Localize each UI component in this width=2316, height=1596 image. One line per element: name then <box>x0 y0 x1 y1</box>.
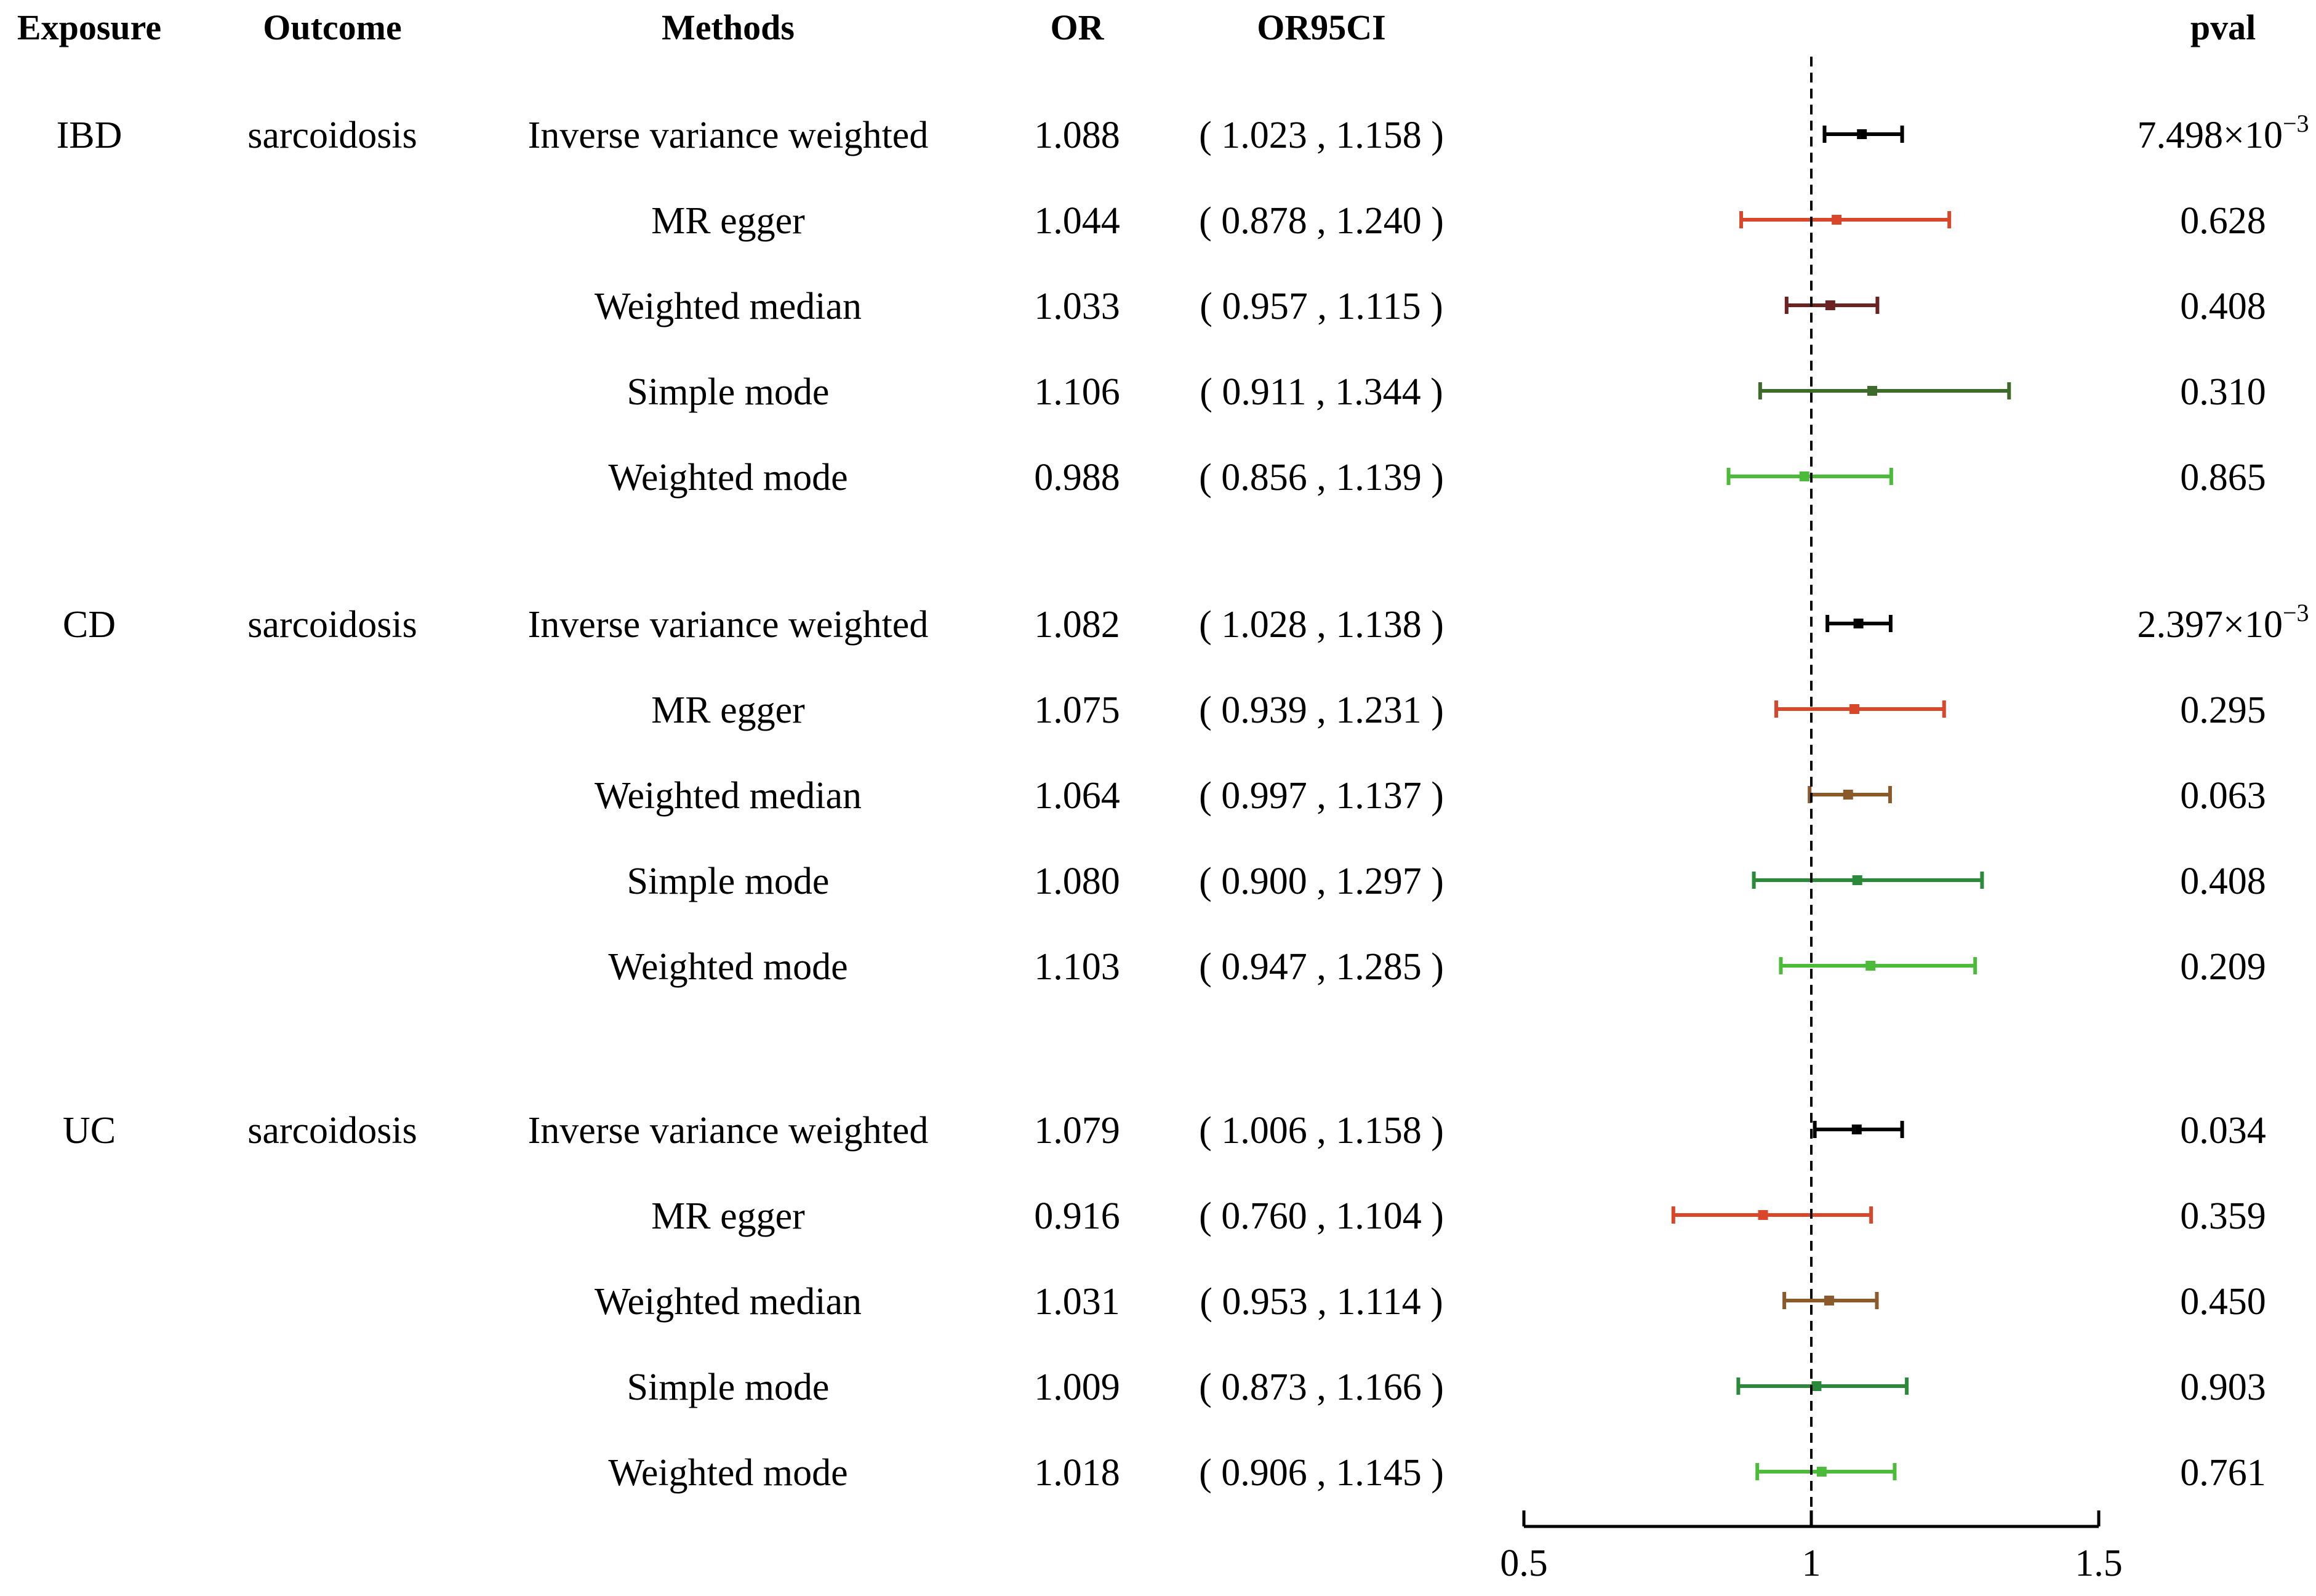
ci-value: ( 0.947 , 1.285 ) <box>1199 946 1444 988</box>
x-tick-label: 1.5 <box>2075 1542 2123 1584</box>
pval-value: 0.903 <box>2180 1366 2266 1408</box>
x-tick-label: 1 <box>1802 1542 1821 1584</box>
pval-base: 2.397×10 <box>2137 604 2282 646</box>
header-methods: Methods <box>662 7 795 47</box>
pval-value: 0.628 <box>2180 200 2266 242</box>
or-value: 1.031 <box>1034 1281 1120 1323</box>
pval-value: 0.063 <box>2180 775 2266 817</box>
header-or: OR <box>1051 7 1105 47</box>
pval-exponent: −3 <box>2283 110 2309 137</box>
or-point <box>1832 215 1842 225</box>
or-point <box>1849 704 1860 714</box>
header-row: Exposure Outcome Methods OR OR95CI pval <box>17 7 2256 47</box>
or-value: 0.988 <box>1034 457 1120 499</box>
or-point <box>1811 1381 1822 1391</box>
ci-value: ( 0.906 , 1.145 ) <box>1199 1452 1444 1494</box>
method-label: Weighted median <box>595 1281 862 1323</box>
method-label: Weighted mode <box>608 1452 847 1494</box>
outcome-label: sarcoidosis <box>247 114 417 156</box>
pval-value: 2.397×10−3 <box>2137 599 2309 646</box>
or-value: 1.075 <box>1034 689 1120 731</box>
pval-exponent: −3 <box>2283 599 2309 627</box>
or-value: 0.916 <box>1034 1195 1120 1237</box>
method-label: MR egger <box>651 689 805 731</box>
or-point <box>1824 1296 1834 1305</box>
method-label: MR egger <box>651 1195 805 1237</box>
exposure-label: UC <box>63 1110 116 1152</box>
or-value: 1.044 <box>1034 200 1120 242</box>
or-point <box>1825 300 1835 310</box>
or-point <box>1852 875 1862 885</box>
ci-value: ( 0.878 , 1.240 ) <box>1199 200 1444 242</box>
pval-value: 0.310 <box>2180 371 2266 413</box>
or-point <box>1816 1467 1827 1477</box>
or-value: 1.079 <box>1034 1110 1120 1152</box>
header-ci: OR95CI <box>1257 7 1385 47</box>
header-pval: pval <box>2190 7 2256 47</box>
pval-value: 7.498×10−3 <box>2137 110 2309 156</box>
exposure-label: IBD <box>57 114 122 156</box>
ci-value: ( 0.939 , 1.231 ) <box>1199 689 1444 731</box>
or-point <box>1867 386 1878 396</box>
or-point <box>1851 1125 1862 1134</box>
method-label: Weighted mode <box>608 457 847 499</box>
or-value: 1.080 <box>1034 860 1120 902</box>
ci-value: ( 1.006 , 1.158 ) <box>1199 1110 1444 1152</box>
header-outcome: Outcome <box>263 7 402 47</box>
x-axis: 0.5 1 1.5 <box>1500 1510 2123 1584</box>
or-value: 1.088 <box>1034 114 1120 156</box>
method-label: Simple mode <box>627 371 830 413</box>
method-label: Inverse variance weighted <box>528 604 929 646</box>
pval-value: 0.034 <box>2180 1110 2266 1152</box>
ci-value: ( 0.760 , 1.104 ) <box>1199 1195 1444 1237</box>
pval-value: 0.209 <box>2180 946 2266 988</box>
or-value: 1.009 <box>1034 1366 1120 1408</box>
or-value: 1.064 <box>1034 775 1120 817</box>
or-point <box>1799 471 1809 481</box>
method-label: Simple mode <box>627 860 830 902</box>
or-point <box>1758 1210 1768 1220</box>
method-label: MR egger <box>651 200 805 242</box>
x-tick-label: 0.5 <box>1500 1542 1548 1584</box>
method-label: Simple mode <box>627 1366 830 1408</box>
pval-value: 0.359 <box>2180 1195 2266 1237</box>
ci-value: ( 0.997 , 1.137 ) <box>1199 775 1444 817</box>
pval-value: 0.295 <box>2180 689 2266 731</box>
or-value: 1.106 <box>1034 371 1120 413</box>
pval-value: 0.761 <box>2180 1452 2266 1494</box>
forest-marks <box>1671 57 2011 1526</box>
outcome-label: sarcoidosis <box>247 1110 417 1152</box>
ci-value: ( 0.856 , 1.139 ) <box>1199 457 1444 499</box>
or-value: 1.082 <box>1034 604 1120 646</box>
or-point <box>1843 790 1853 800</box>
or-point <box>1857 129 1867 139</box>
ci-value: ( 1.028 , 1.138 ) <box>1199 604 1444 646</box>
method-label: Weighted median <box>595 286 862 327</box>
ci-value: ( 0.957 , 1.115 ) <box>1200 286 1443 327</box>
pval-base: 7.498×10 <box>2137 114 2282 156</box>
method-label: Inverse variance weighted <box>528 1110 929 1152</box>
ci-value: ( 1.023 , 1.158 ) <box>1199 114 1444 156</box>
ci-value: ( 0.953 , 1.114 ) <box>1200 1281 1443 1323</box>
method-label: Weighted mode <box>608 946 847 988</box>
ci-value: ( 0.873 , 1.166 ) <box>1199 1366 1444 1408</box>
header-exposure: Exposure <box>17 7 161 47</box>
ci-value: ( 0.900 , 1.297 ) <box>1199 860 1444 902</box>
table-rows: IBD sarcoidosis Inverse variance weighted 1… <box>57 110 2309 1494</box>
pval-value: 0.450 <box>2180 1281 2266 1323</box>
or-value: 1.103 <box>1034 946 1120 988</box>
method-label: Inverse variance weighted <box>528 114 929 156</box>
ci-value: ( 0.911 , 1.344 ) <box>1200 371 1443 413</box>
outcome-label: sarcoidosis <box>247 604 417 646</box>
or-point <box>1865 961 1876 971</box>
pval-value: 0.408 <box>2180 286 2266 327</box>
or-point <box>1853 619 1864 628</box>
or-value: 1.018 <box>1034 1452 1120 1494</box>
method-label: Weighted median <box>595 775 862 817</box>
exposure-label: CD <box>63 604 116 646</box>
pval-value: 0.865 <box>2180 457 2266 499</box>
or-value: 1.033 <box>1034 286 1120 327</box>
pval-value: 0.408 <box>2180 860 2266 902</box>
